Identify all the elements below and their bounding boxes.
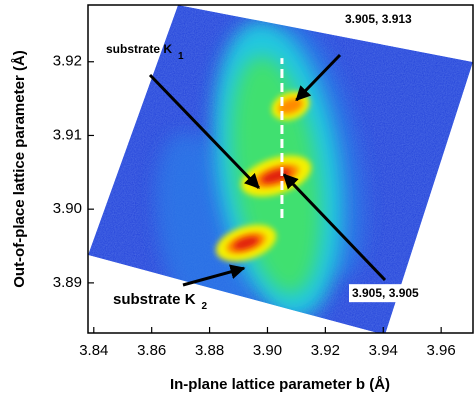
annotation-label: substrate K 2 [113, 291, 208, 312]
annotation-text: substrate K [113, 291, 196, 308]
x-tick-label: 3.92 [311, 342, 340, 359]
x-tick-label: 3.88 [195, 342, 224, 359]
y-tick-label: 3.91 [53, 126, 82, 143]
y-axis-title: Out-of-place lattice parameter (Å) [11, 50, 28, 288]
y-tick-label: 3.89 [53, 274, 82, 291]
annotation-label: substrate K 1 [106, 42, 184, 61]
x-tick-label: 3.90 [253, 342, 282, 359]
annotation-subscript: 1 [178, 51, 184, 62]
annotation-arrow [148, 73, 260, 189]
annotation-subscript: 2 [202, 301, 208, 312]
annotation-arrow [282, 173, 387, 282]
annotation-box [342, 10, 416, 29]
y-tick-label: 3.90 [53, 200, 82, 217]
plot-frame [87, 4, 474, 334]
annotation-text: substrate K [106, 42, 172, 56]
peak [215, 224, 277, 262]
x-axis-title: In-plane lattice parameter b (Å) [170, 376, 390, 393]
x-tick-label: 3.94 [369, 342, 398, 359]
annotation-arrow [295, 53, 342, 102]
annotation-text: 3.905, 3.913 [345, 12, 412, 26]
peak-body [278, 97, 303, 115]
annotation-box [349, 284, 423, 303]
x-tick-label: 3.84 [79, 342, 108, 359]
annotation-label: 3.905, 3.913 [345, 12, 412, 26]
annotation-text: 3.905, 3.905 [352, 286, 419, 300]
peak-core [233, 236, 259, 250]
x-tick-label: 3.86 [137, 342, 166, 359]
y-tick-label: 3.92 [53, 53, 82, 70]
peak-core [261, 169, 291, 184]
annotation-label: 3.905, 3.905 [352, 286, 419, 300]
annotation-arrow [182, 264, 246, 287]
x-tick-label: 3.96 [427, 342, 456, 359]
